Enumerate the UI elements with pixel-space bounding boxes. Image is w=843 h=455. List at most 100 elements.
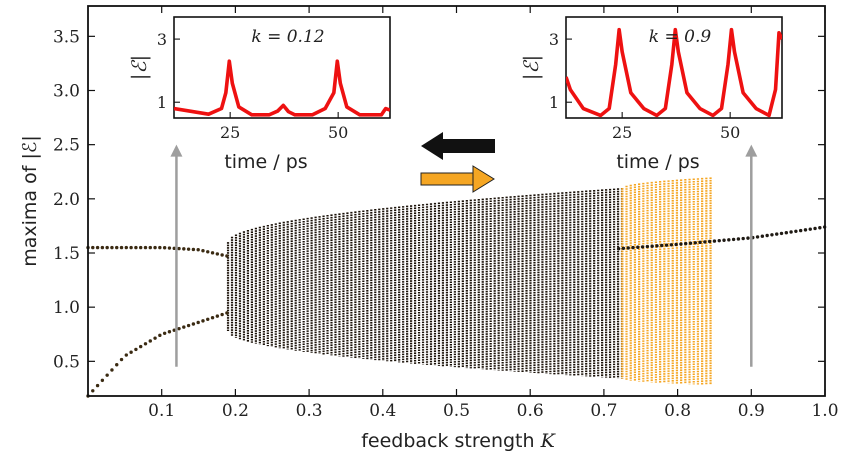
stable-branch-right-point (669, 243, 674, 247)
stable-branch-right-point (674, 242, 678, 247)
stable-branch-right-point (636, 245, 640, 249)
stable-branch-upper-point (129, 245, 133, 250)
stable-branch-right-point (731, 237, 736, 242)
stable-branch-right-point (645, 244, 650, 249)
inset-plot-right: 25 50 1 3 k = 0.9 time / ps |ℰ| (519, 16, 783, 173)
x-tick-label: 0.8 (664, 401, 691, 421)
stable-branch-upper-point (220, 253, 224, 257)
stable-branch-upper-point (110, 245, 114, 250)
stable-branch-upper-point (206, 250, 210, 254)
stable-branch-right-point (621, 246, 626, 251)
stable-branch-lower-point (119, 357, 124, 362)
stable-branch-lower-point (148, 339, 152, 343)
stable-branch-right-point (765, 233, 769, 238)
stable-branch-right-point (693, 241, 697, 245)
stable-branch-lower-point (139, 344, 143, 349)
band-layer (226, 177, 712, 386)
inset-x-tick-label: 50 (720, 123, 740, 142)
stable-branch-right-point (660, 243, 664, 248)
y-ticks: 0.5 1.0 1.5 2.0 2.5 3.0 3.5 (53, 27, 825, 372)
inset-series-line (174, 59, 390, 117)
stable-branch-right-point (736, 237, 741, 241)
forward-sweep-arrow-head (472, 165, 495, 193)
inset-plot-left: 25 50 1 3 k = 0.12 time / ps |ℰ| (127, 16, 391, 173)
inset-y-axis-label: |ℰ| (519, 55, 544, 81)
stable-branch-right-point (727, 238, 731, 242)
stable-branch-right-point (775, 232, 779, 236)
stable-branch-right-point (818, 226, 822, 230)
stable-branch-lower-point (186, 323, 191, 328)
stable-branch-upper-point (100, 245, 105, 250)
y-tick-label: 2.5 (53, 136, 80, 156)
inset-frame (173, 16, 391, 119)
stable-branch-upper-point (124, 245, 129, 250)
stable-branch-lower-point (95, 383, 100, 388)
stable-branch-upper-point (210, 251, 215, 255)
x-tick-label: 0.1 (148, 401, 175, 421)
stable-branch-upper-point (105, 245, 109, 250)
inset-y-tick-label: 1 (157, 93, 167, 112)
stable-branch-upper-point (186, 247, 191, 251)
stable-branch-upper-point (143, 245, 148, 250)
y-tick-label: 3.0 (53, 82, 80, 102)
stable-branch-right-point (684, 241, 688, 246)
stable-branch-upper-point (153, 245, 157, 250)
inset-series-line (566, 27, 782, 118)
x-tick-label: 0.4 (369, 401, 396, 421)
stable-branch-lower-point (134, 347, 138, 352)
y-tick-label: 0.5 (53, 352, 80, 372)
stable-branch-lower-point (210, 316, 215, 320)
stable-branch-lower-point (191, 322, 196, 326)
inset-y-axis-label: |ℰ| (127, 55, 152, 81)
inset-x-axis-label: time / ps (224, 151, 307, 173)
y-tick-label: 1.5 (53, 244, 80, 264)
y-tick-label: 3.5 (53, 27, 80, 47)
stable-branch-lower-point (124, 353, 129, 357)
stable-branch-right-point (688, 241, 693, 245)
stable-branch-right-point (707, 239, 712, 244)
gray-arrow-head (745, 144, 758, 157)
stable-branch-lower-point (105, 373, 109, 377)
stable-branch-right-point (813, 226, 817, 231)
stable-branch-right-point (798, 228, 803, 233)
stable-branch-right-point (664, 243, 669, 247)
stable-branch-lower-point (215, 314, 220, 318)
stable-branch-upper-point (215, 252, 220, 256)
stable-branch-right-point (650, 244, 654, 248)
stable-branch-right-point (746, 236, 750, 240)
x-tick-label: 1.0 (811, 401, 838, 421)
stable-branch-lower-point (158, 333, 162, 338)
stable-branch-right-point (717, 238, 721, 243)
stable-branch-upper-point (177, 246, 181, 251)
stable-branch-right-point (760, 234, 765, 238)
stable-branch-upper-point (196, 248, 200, 252)
gray-arrow-head (170, 144, 183, 157)
stable-branch-right-point (698, 240, 702, 245)
inset-x-tick-label: 50 (328, 123, 348, 142)
stable-branch-upper-point (201, 249, 205, 253)
stable-branch-lower-point (172, 328, 176, 332)
stable-branch-upper-point (191, 247, 196, 252)
x-tick-label: 0.7 (590, 401, 617, 421)
stable-branch-lower-point (100, 378, 105, 383)
stable-branch-upper-point (134, 245, 138, 250)
inset-x-tick-label: 25 (220, 123, 240, 142)
stable-branch-right-point (784, 230, 789, 235)
stable-branch-lower-point (225, 311, 229, 315)
stable-branch-lower-point (153, 336, 157, 340)
stable-branch-lower-point (206, 317, 210, 321)
stable-branch-right-point (794, 229, 798, 233)
stable-branch-upper-point (148, 245, 152, 250)
stable-branch-lower-point (129, 350, 133, 354)
inset-x-tick-label: 25 (612, 123, 632, 142)
stable-branch-right-point (808, 227, 812, 231)
stable-branch-upper-point (182, 247, 186, 251)
stable-branch-lower-point (201, 319, 205, 323)
x-tick-label: 0.5 (443, 401, 470, 421)
stable-branch-right-point (722, 238, 726, 242)
stable-branch-right-point (741, 236, 745, 241)
stable-branch-right-point (640, 245, 645, 249)
stable-branch-right-point (755, 235, 760, 239)
gray-arrow-layer (170, 144, 758, 367)
